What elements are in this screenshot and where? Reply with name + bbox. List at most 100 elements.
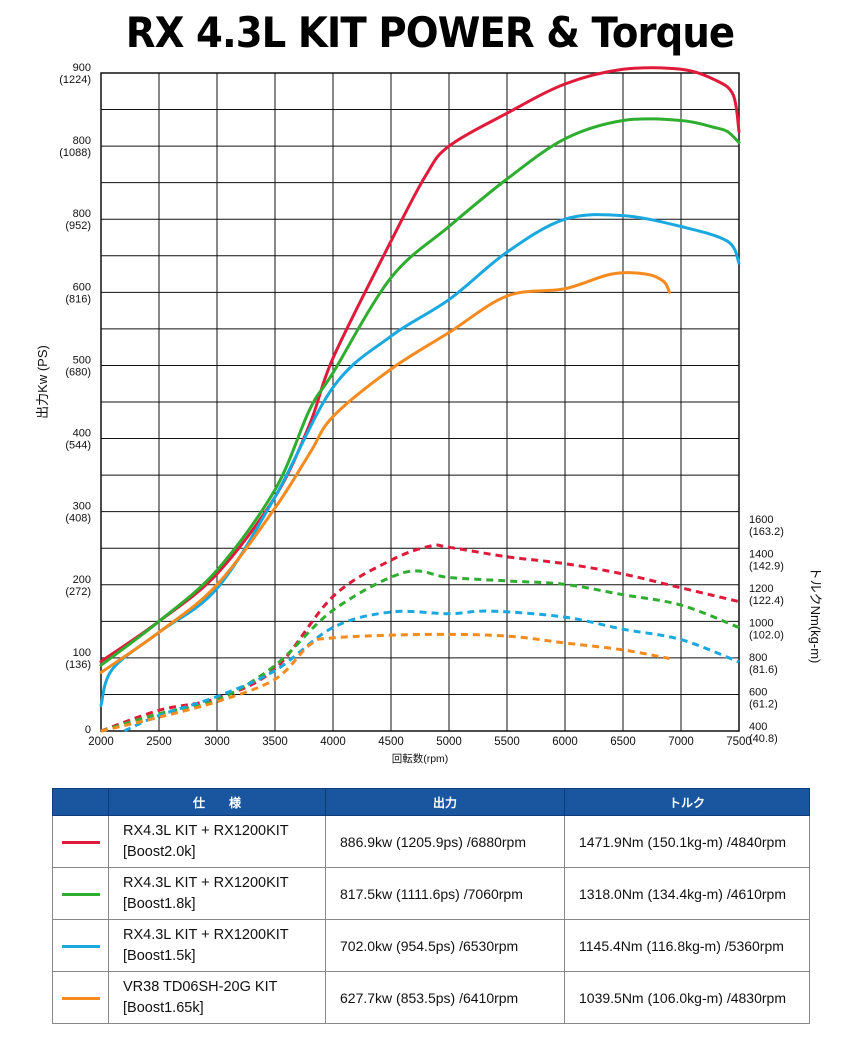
torque-curve-2 bbox=[100, 569, 740, 733]
spec-cell: RX4.3L KIT + RX1200KIT [Boost1.8k] bbox=[108, 867, 326, 920]
header-spec: 仕 様 bbox=[108, 788, 326, 816]
spec-cell: RX4.3L KIT + RX1200KIT [Boost1.5k] bbox=[108, 919, 326, 972]
torque-cell: 1145.4Nm (116.8kg-m) /5360rpm bbox=[564, 919, 810, 972]
spec-boost: [Boost1.5k] bbox=[123, 947, 196, 964]
spec-table: 仕 様 出力 トルク RX4.3L KIT + RX1200KIT [Boost2… bbox=[52, 788, 810, 1024]
right-tick-kgm: (122.4) bbox=[749, 595, 784, 607]
left-tick-ps: (136) bbox=[65, 659, 91, 671]
spec-name: VR38 TD06SH-20G KIT bbox=[123, 978, 278, 995]
left-tick-ps: (1088) bbox=[59, 147, 91, 159]
header-power: 出力 bbox=[325, 788, 565, 816]
x-tick-label: 4500 bbox=[378, 736, 404, 748]
spec-boost: [Boost1.8k] bbox=[123, 895, 196, 912]
spec-cell: RX4.3L KIT + RX1200KIT [Boost2.0k] bbox=[108, 815, 326, 868]
power-curve-3 bbox=[99, 213, 741, 707]
x-tick-label: 3000 bbox=[204, 736, 230, 748]
left-tick-kw: 400 bbox=[73, 428, 91, 440]
right-tick-kgm: (102.0) bbox=[749, 630, 784, 642]
x-tick-label: 7000 bbox=[668, 736, 694, 748]
right-tick-nm: 400 bbox=[749, 721, 767, 733]
legend-swatch bbox=[61, 893, 100, 897]
table-row: RX4.3L KIT + RX1200KIT [Boost2.0k] 886.9kw… bbox=[52, 815, 810, 868]
table-row: RX4.3L KIT + RX1200KIT [Boost1.5k] 702.0kw… bbox=[52, 919, 810, 972]
right-tick-kgm: (142.9) bbox=[749, 561, 784, 573]
torque-curve-4 bbox=[100, 632, 670, 733]
right-tick-kgm: (40.8) bbox=[749, 733, 778, 745]
x-tick-label: 7500 bbox=[726, 736, 752, 748]
spec-cell: VR38 TD06SH-20G KIT [Boost1.65k] bbox=[108, 971, 326, 1024]
chart-title: RX 4.3L KIT POWER & Torque bbox=[125, 8, 735, 57]
right-tick-nm: 800 bbox=[749, 652, 767, 664]
left-tick-kw: 800 bbox=[73, 208, 91, 220]
x-tick-label: 6500 bbox=[610, 736, 636, 748]
power-curve-2 bbox=[99, 117, 741, 667]
left-tick-ps: (1224) bbox=[59, 74, 91, 86]
left-tick-kw: 900 bbox=[73, 62, 91, 74]
right-tick-kgm: (163.2) bbox=[749, 526, 784, 538]
right-tick-nm: 1000 bbox=[749, 618, 773, 630]
spec-name: RX4.3L KIT + RX1200KIT bbox=[123, 926, 289, 943]
spec-boost: [Boost2.0k] bbox=[123, 843, 196, 860]
table-row: RX4.3L KIT + RX1200KIT [Boost1.8k] 817.5kw… bbox=[52, 867, 810, 920]
x-axis-label: 回転数(rpm) bbox=[392, 752, 449, 765]
power-torque-chart: 2000 2500 3000 3500 4000 4500 5000 5500 6000 6500… bbox=[35, 62, 823, 765]
plot-frame bbox=[100, 72, 740, 732]
left-tick-kw: 800 bbox=[73, 135, 91, 147]
legend-swatch-cell bbox=[52, 971, 109, 1024]
spec-boost: [Boost1.65k] bbox=[123, 999, 204, 1016]
power-curve-1 bbox=[99, 66, 741, 663]
power-cell: 886.9kw (1205.9ps) /6880rpm bbox=[325, 815, 565, 868]
x-tick-label: 4000 bbox=[320, 736, 346, 748]
left-tick-kw: 600 bbox=[73, 281, 91, 293]
right-tick-nm: 600 bbox=[749, 687, 767, 699]
left-tick-kw: 200 bbox=[73, 574, 91, 586]
legend-swatch-cell bbox=[52, 867, 109, 920]
legend-swatch bbox=[61, 945, 100, 949]
left-tick-ps: (408) bbox=[65, 513, 91, 525]
x-tick-label: 2000 bbox=[88, 736, 114, 748]
legend-swatch-cell bbox=[52, 815, 109, 868]
series-layer bbox=[99, 66, 741, 733]
axis-labels: 2000 2500 3000 3500 4000 4500 5000 5500 6000 6500… bbox=[35, 62, 823, 765]
y-axis-label-left: 出力Kw (PS) bbox=[35, 345, 50, 419]
right-tick-kgm: (61.2) bbox=[749, 699, 778, 711]
legend-swatch bbox=[61, 997, 100, 1001]
right-tick-nm: 1400 bbox=[749, 549, 773, 561]
header-torque: トルク bbox=[564, 788, 810, 816]
spec-name: RX4.3L KIT + RX1200KIT bbox=[123, 874, 289, 891]
legend-swatch bbox=[61, 841, 100, 845]
left-tick-kw: 500 bbox=[73, 354, 91, 366]
x-tick-label: 5000 bbox=[436, 736, 462, 748]
x-tick-label: 6000 bbox=[552, 736, 578, 748]
torque-cell: 1039.5Nm (106.0kg-m) /4830rpm bbox=[564, 971, 810, 1024]
power-cell: 702.0kw (954.5ps) /6530rpm bbox=[325, 919, 565, 972]
plot-grid bbox=[100, 72, 740, 732]
left-tick-ps: (952) bbox=[65, 220, 91, 232]
header-swatch bbox=[52, 788, 109, 816]
x-tick-label: 5500 bbox=[494, 736, 520, 748]
left-tick-kw: 0 bbox=[85, 724, 91, 736]
y-axis-label-right: トルクNm(kg-m) bbox=[808, 567, 823, 664]
right-tick-kgm: (81.6) bbox=[749, 664, 778, 676]
spec-name: RX4.3L KIT + RX1200KIT bbox=[123, 822, 289, 839]
x-tick-label: 2500 bbox=[146, 736, 172, 748]
power-curve-4 bbox=[99, 271, 671, 674]
table-header-row: 仕 様 出力 トルク bbox=[52, 788, 810, 816]
x-tick-label: 3500 bbox=[262, 736, 288, 748]
power-cell: 627.7kw (853.5ps) /6410rpm bbox=[325, 971, 565, 1024]
left-tick-ps: (816) bbox=[65, 293, 91, 305]
left-tick-kw: 300 bbox=[73, 501, 91, 513]
left-tick-ps: (544) bbox=[65, 440, 91, 452]
left-tick-ps: (680) bbox=[65, 366, 91, 378]
right-tick-nm: 1600 bbox=[749, 514, 773, 526]
right-tick-nm: 1200 bbox=[749, 583, 773, 595]
power-cell: 817.5kw (1111.6ps) /7060rpm bbox=[325, 867, 565, 920]
torque-curve-1 bbox=[100, 543, 740, 733]
left-tick-ps: (272) bbox=[65, 586, 91, 598]
table-row: VR38 TD06SH-20G KIT [Boost1.65k] 627.7kw (… bbox=[52, 971, 810, 1024]
torque-cell: 1318.0Nm (134.4kg-m) /4610rpm bbox=[564, 867, 810, 920]
legend-swatch-cell bbox=[52, 919, 109, 972]
left-tick-kw: 100 bbox=[73, 647, 91, 659]
torque-curve-3 bbox=[123, 609, 740, 733]
torque-cell: 1471.9Nm (150.1kg-m) /4840rpm bbox=[564, 815, 810, 868]
